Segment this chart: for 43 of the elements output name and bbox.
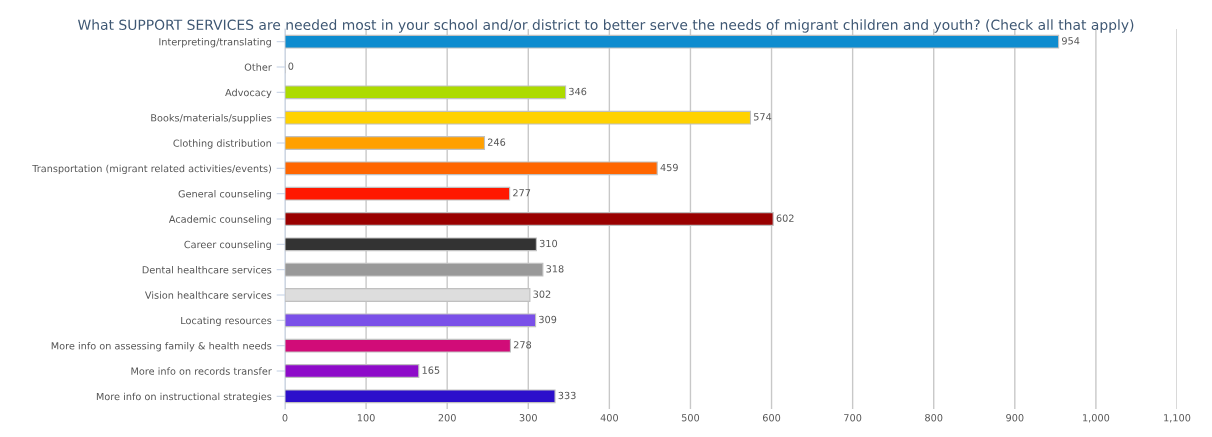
y-tick-label: Clothing distribution [173,139,271,149]
x-tick-label: 500 [681,414,700,422]
data-label: 954 [1062,37,1080,45]
data-label: 165 [422,366,440,374]
data-label: 318 [546,265,564,273]
x-tick-label: 900 [1006,414,1024,422]
y-tick-label: Advocacy [225,88,272,99]
y-tick-label: Dental healthcare services [142,265,272,274]
y-tick-label: Vision healthcare services [144,291,272,299]
data-label: 246 [487,138,506,146]
x-tick-label: 1,000 [1083,414,1110,423]
y-tick-label: Locating resources [181,316,272,327]
y-tick-label: Transportation (migrant related activities/events) [32,164,271,175]
data-label: 310 [539,239,558,248]
data-label: 0 [288,62,294,70]
y-tick-label: Books/materials/supplies [151,113,272,124]
x-tick-label: 600 [762,414,781,422]
x-tick-label: 200 [438,414,456,422]
y-tick-label: Academic counseling [168,215,271,225]
data-label: 277 [513,189,531,197]
chart-title: What SUPPORT SERVICES are needed most in your school and/or district to better serve the needs of migrant children and youth? (Check all that apply) [77,19,1134,33]
data-label: 459 [660,163,678,172]
x-tick-label: 800 [925,414,943,422]
y-tick-label: More info on assessing family & health needs [51,341,272,352]
data-label: 278 [513,341,532,349]
data-label: 574 [753,113,772,121]
data-label: 333 [558,391,576,400]
y-tick-label: Other [244,63,272,71]
x-tick-label: 300 [519,414,537,422]
x-tick-label: 1,100 [1164,414,1191,423]
x-tick-label: 0 [282,414,288,422]
y-tick-label: More info on records transfer [131,367,272,375]
y-tick-label: Career counseling [184,240,271,251]
y-tick-label: General counseling [178,189,271,200]
data-label: 309 [539,315,557,324]
x-tick-label: 400 [600,414,618,422]
y-tick-label: More info on instructional strategies [96,392,272,403]
data-label: 602 [776,214,794,222]
data-label: 346 [569,87,587,96]
y-tick-label: Interpreting/translating [159,37,271,48]
x-tick-label: 700 [844,414,862,422]
x-tick-label: 100 [357,414,375,422]
data-label: 302 [533,290,551,298]
